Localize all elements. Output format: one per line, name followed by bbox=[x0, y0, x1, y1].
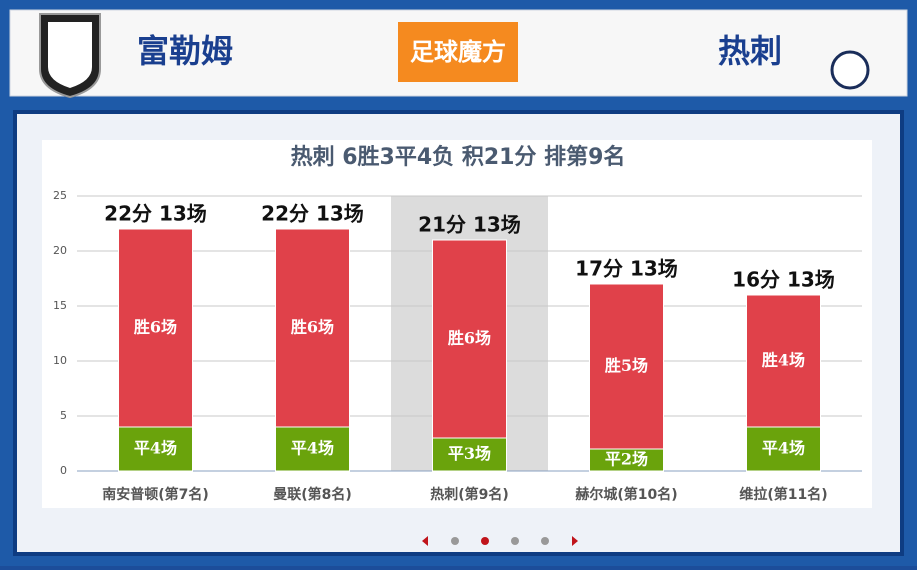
page-dot[interactable] bbox=[511, 537, 519, 545]
page-dot[interactable] bbox=[451, 537, 459, 545]
segment-label: 平4场 bbox=[134, 439, 177, 458]
bar-segment bbox=[118, 228, 193, 428]
home-team: 富勒姆 bbox=[137, 32, 233, 70]
total-label: 17分 13场 bbox=[575, 257, 678, 281]
segment-label: 胜6场 bbox=[448, 329, 491, 348]
y-tick-label: 10 bbox=[53, 354, 67, 367]
page-dot[interactable] bbox=[541, 537, 549, 545]
brand: 足球魔方 bbox=[410, 38, 506, 66]
segment-label: 胜5场 bbox=[605, 356, 648, 375]
segment-label: 胜6场 bbox=[134, 318, 177, 337]
segment-label: 胜4场 bbox=[762, 351, 805, 370]
next-arrow[interactable] bbox=[572, 536, 578, 546]
bar-segment bbox=[432, 437, 507, 472]
x-tick-label: 南安普顿(第7名) bbox=[102, 486, 209, 503]
bar-segment bbox=[746, 426, 821, 472]
prev-arrow[interactable] bbox=[422, 536, 428, 546]
total-label: 22分 13场 bbox=[261, 202, 364, 226]
y-tick-label: 25 bbox=[53, 189, 67, 202]
segment-label: 平4场 bbox=[291, 439, 334, 458]
segment-label: 平3场 bbox=[448, 444, 491, 463]
total-label: 22分 13场 bbox=[104, 202, 207, 226]
bar-segment bbox=[118, 426, 193, 472]
y-tick-label: 5 bbox=[60, 409, 67, 422]
x-tick-label: 曼联(第8名) bbox=[273, 486, 352, 503]
x-tick-label: 赫尔城(第10名) bbox=[575, 486, 677, 503]
total-label: 16分 13场 bbox=[732, 268, 835, 292]
bar-segment bbox=[275, 426, 350, 472]
away-team: 热刺 bbox=[718, 32, 782, 70]
bar-segment bbox=[589, 283, 664, 450]
y-tick-label: 15 bbox=[53, 299, 67, 312]
page-dot[interactable] bbox=[481, 537, 489, 545]
segment-label: 平4场 bbox=[762, 439, 805, 458]
bar-segment bbox=[746, 294, 821, 428]
home-logo-inner bbox=[48, 22, 92, 88]
x-tick-label: 维拉(第11名) bbox=[739, 486, 827, 503]
brand-logo bbox=[398, 22, 518, 82]
away-logo bbox=[830, 50, 870, 90]
y-tick-label: 20 bbox=[53, 244, 67, 257]
y-tick-label: 0 bbox=[60, 464, 67, 477]
bar-segment bbox=[275, 228, 350, 428]
segment-label: 胜6场 bbox=[291, 318, 334, 337]
segment-label: 平2场 bbox=[605, 450, 648, 469]
bar-segment bbox=[432, 239, 507, 439]
x-tick-label: 热刺(第9名) bbox=[430, 486, 509, 503]
total-label: 21分 13场 bbox=[418, 213, 521, 237]
chart-title: 热刺 6胜3平4负 积21分 排第9名 bbox=[291, 144, 626, 170]
